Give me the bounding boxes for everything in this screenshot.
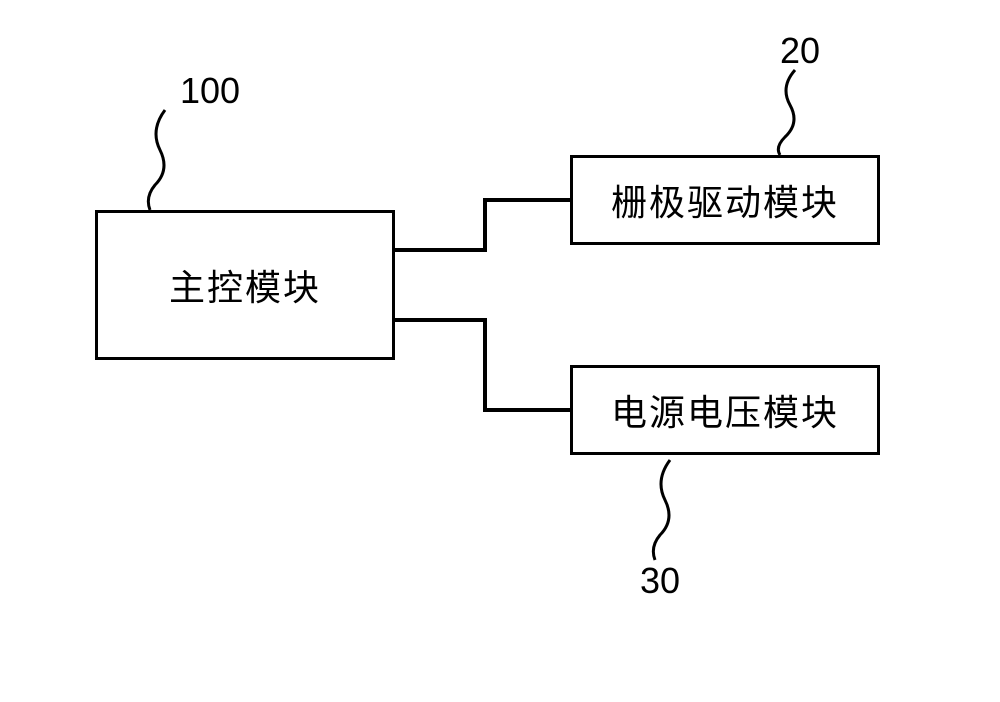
power-voltage-label: 电源电压模块: [611, 384, 839, 436]
main-control-block: 主控模块: [95, 210, 395, 360]
connector-main-gate-h2: [483, 198, 573, 202]
gate-driver-block: 栅极驱动模块: [570, 155, 880, 245]
connector-main-power-v: [483, 318, 487, 412]
power-voltage-block: 电源电压模块: [570, 365, 880, 455]
squiggle-20: [760, 65, 820, 160]
squiggle-100: [130, 105, 190, 215]
connector-main-gate-h1: [395, 248, 487, 252]
main-control-label: 主控模块: [169, 259, 321, 311]
connector-main-power-h2: [483, 408, 573, 412]
block-diagram: 主控模块 栅极驱动模块 电源电压模块 100 20 30: [0, 0, 1000, 702]
connector-main-gate-v: [483, 198, 487, 252]
squiggle-30: [635, 455, 695, 565]
ref-30: 30: [640, 560, 680, 602]
connector-main-power-h1: [395, 318, 487, 322]
gate-driver-label: 栅极驱动模块: [611, 174, 839, 226]
